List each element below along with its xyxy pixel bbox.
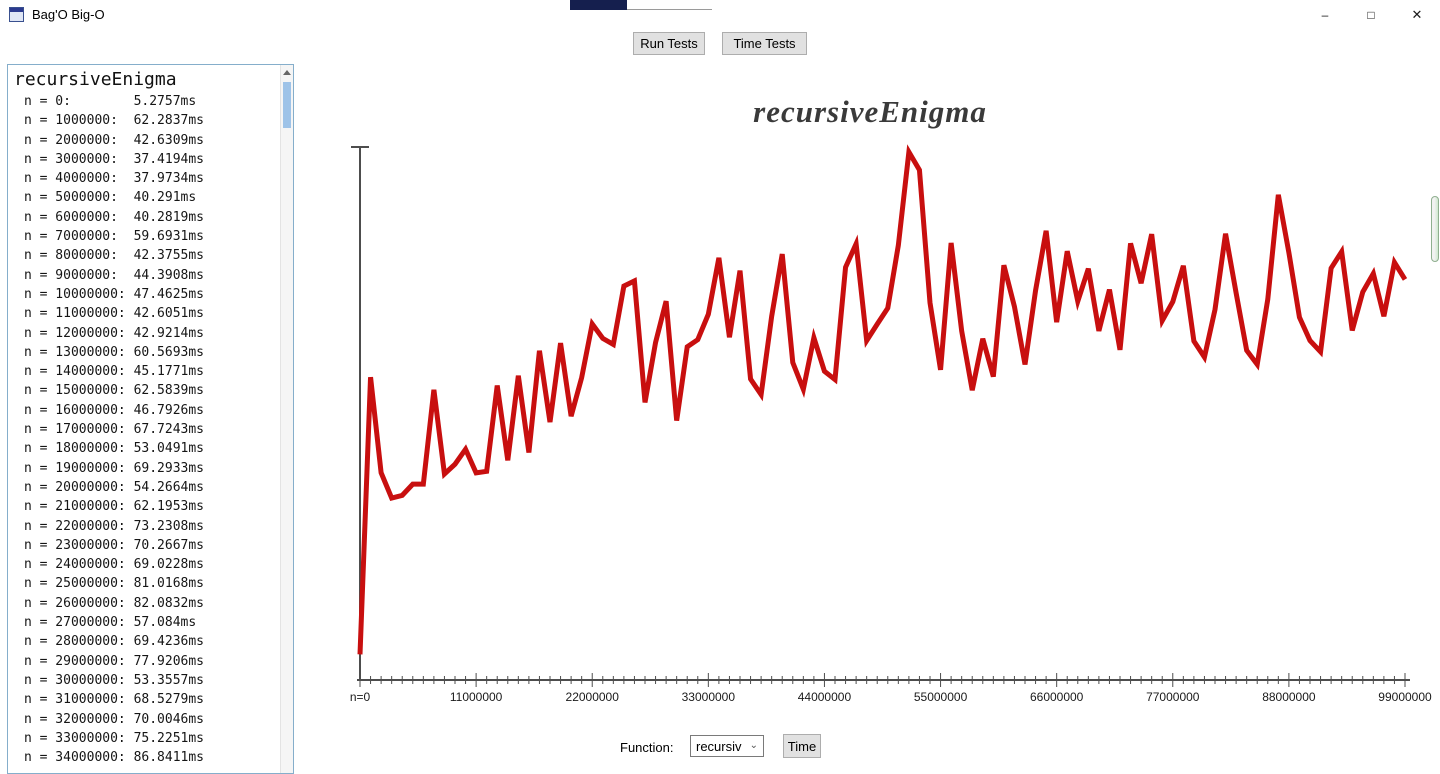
result-line: n = 5000000: 40.291ms [24, 190, 197, 206]
close-icon: ✕ [1411, 6, 1423, 22]
chart-canvas: n=0 11000000 22000000 33000000 44000000 55000… [350, 144, 1432, 704]
result-line: n = 17000000: 67.7243ms [24, 422, 205, 438]
result-line: n = 4000000: 37.9734ms [24, 171, 205, 187]
minimize-button[interactable]: – [1302, 0, 1348, 29]
result-line: n = 21000000: 62.1953ms [24, 499, 205, 515]
window-scrollbar-thumb[interactable] [1431, 196, 1439, 262]
result-line: n = 24000000: 69.0228ms [24, 557, 205, 573]
x-axis-label: 88000000 [1262, 690, 1316, 704]
minimize-icon: – [1321, 7, 1329, 22]
result-line: n = 9000000: 44.3908ms [24, 267, 205, 283]
x-axis-label: 99000000 [1378, 690, 1432, 704]
function-dropdown[interactable]: recursiv ⌄ [690, 735, 764, 757]
result-line: n = 29000000: 77.9206ms [24, 653, 205, 669]
function-label: Function: [620, 740, 674, 755]
result-line: n = 13000000: 60.5693ms [24, 344, 205, 360]
time-tests-button[interactable]: Time Tests [722, 32, 807, 55]
results-scrollbar[interactable] [280, 65, 293, 773]
result-line: n = 26000000: 82.0832ms [24, 595, 205, 611]
title-bar: Bag'O Big-O – □ ✕ [0, 0, 1440, 29]
results-list: n = 0: 5.2757ms n = 1000000: 62.2837ms n =… [8, 92, 293, 767]
results-header: recursiveEnigma [14, 69, 177, 90]
result-line: n = 32000000: 70.0046ms [24, 711, 205, 727]
result-line: n = 25000000: 81.0168ms [24, 576, 205, 592]
result-line: n = 0: 5.2757ms [24, 94, 197, 109]
x-axis-label: 33000000 [682, 690, 736, 704]
result-line: n = 14000000: 45.1771ms [24, 364, 205, 380]
x-axis-label: 55000000 [914, 690, 968, 704]
result-line: n = 11000000: 42.6051ms [24, 306, 205, 322]
result-line: n = 20000000: 54.2664ms [24, 479, 205, 495]
x-axis-label: 77000000 [1146, 690, 1200, 704]
result-line: n = 18000000: 53.0491ms [24, 441, 205, 457]
scrollbar-up-button[interactable] [281, 65, 293, 80]
result-line: n = 3000000: 37.4194ms [24, 151, 205, 167]
window-title: Bag'O Big-O [32, 7, 105, 22]
result-line: n = 12000000: 42.9214ms [24, 325, 205, 341]
x-axis-label: 66000000 [1030, 690, 1084, 704]
result-line: n = 27000000: 57.084ms [24, 615, 197, 631]
x-axis-label: 11000000 [450, 690, 503, 704]
result-line: n = 30000000: 53.3557ms [24, 672, 205, 688]
chart-region: recursiveEnigma n=0 11000000 22000000 33000… [300, 60, 1440, 732]
results-panel: recursiveEnigma n = 0: 5.2757ms n = 10000… [7, 64, 294, 774]
x-axis-label: 22000000 [566, 690, 620, 704]
result-line: n = 2000000: 42.6309ms [24, 132, 205, 148]
window-controls: – □ ✕ [1302, 0, 1440, 29]
result-line: n = 28000000: 69.4236ms [24, 634, 205, 650]
result-line: n = 33000000: 75.2251ms [24, 730, 205, 746]
scrollbar-up-icon [283, 70, 291, 75]
app-icon [9, 7, 24, 22]
function-dropdown-value: recursiv [696, 738, 742, 754]
chevron-down-icon: ⌄ [749, 740, 758, 751]
result-line: n = 7000000: 59.6931ms [24, 229, 205, 245]
result-line: n = 23000000: 70.2667ms [24, 537, 205, 553]
chart-title: recursiveEnigma [753, 94, 987, 129]
result-line: n = 6000000: 40.2819ms [24, 209, 205, 225]
result-line: n = 19000000: 69.2933ms [24, 460, 205, 476]
time-button[interactable]: Time [783, 734, 821, 758]
x-axis-labels: n=0 11000000 22000000 33000000 44000000 55000… [350, 690, 1432, 704]
run-tests-button[interactable]: Run Tests [633, 32, 705, 55]
timing-series-line [357, 144, 1408, 655]
result-line: n = 8000000: 42.3755ms [24, 248, 205, 264]
window-fragment-line [627, 9, 712, 10]
window-fragment-artifact [570, 0, 627, 10]
results-scrollbar-thumb[interactable] [283, 82, 291, 128]
x-axis-label: n=0 [350, 690, 371, 704]
result-line: n = 15000000: 62.5839ms [24, 383, 205, 399]
result-line: n = 1000000: 62.2837ms [24, 113, 205, 129]
result-line: n = 31000000: 68.5279ms [24, 692, 205, 708]
maximize-button[interactable]: □ [1348, 0, 1394, 29]
result-line: n = 10000000: 47.4625ms [24, 286, 205, 302]
maximize-icon: □ [1367, 7, 1375, 22]
close-button[interactable]: ✕ [1394, 0, 1440, 29]
result-line: n = 34000000: 86.8411ms [24, 750, 205, 766]
result-line: n = 22000000: 73.2308ms [24, 518, 205, 534]
result-line: n = 16000000: 46.7926ms [24, 402, 205, 418]
x-axis-label: 44000000 [798, 690, 852, 704]
